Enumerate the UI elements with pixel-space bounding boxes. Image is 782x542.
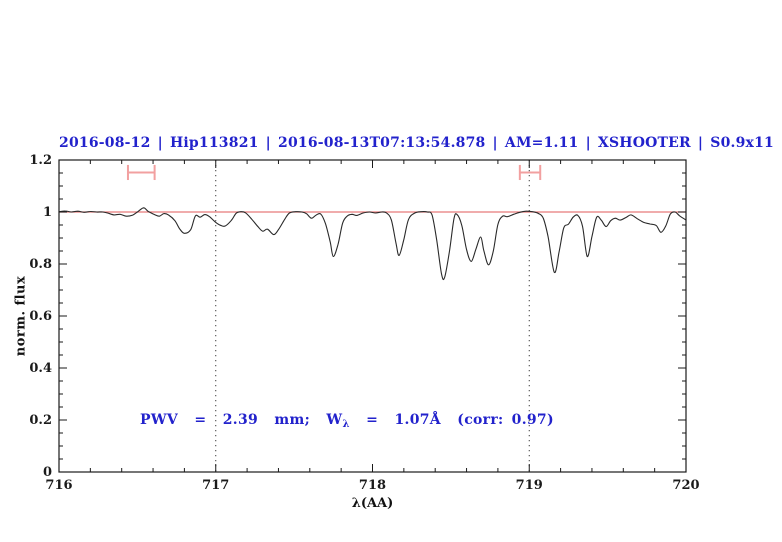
x-tick-label: 719 [516, 478, 543, 493]
x-tick-label: 716 [45, 478, 72, 493]
y-tick-label: 0 [43, 465, 52, 480]
pwv-annotation-subscript: λ [342, 419, 350, 430]
range-marker [126, 164, 156, 181]
x-tick-label: 718 [359, 478, 386, 493]
y-tick-label: 0.4 [29, 361, 52, 376]
y-tick-label: 0.2 [29, 413, 52, 428]
range-marker [518, 164, 542, 181]
pwv-annotation-suffix: = 1.07Å (corr: 0.97) [349, 412, 554, 428]
y-tick-label: 0.8 [29, 257, 52, 272]
y-tick-label: 1.2 [29, 153, 52, 168]
plot-title: 2016-08-12 | Hip113821 | 2016-08-13T07:1… [59, 135, 774, 151]
x-axis-title: λ(AA) [351, 496, 394, 511]
y-tick-label: 1 [43, 205, 52, 220]
pwv-annotation: PWV = 2.39 mm; Wλ = 1.07Å (corr: 0.97) [140, 412, 554, 430]
x-tick-label: 717 [202, 478, 229, 493]
pwv-annotation-prefix: PWV = 2.39 mm; W [140, 412, 343, 428]
x-tick-label: 720 [672, 478, 699, 493]
spectrum-line [58, 207, 687, 281]
y-tick-label: 0.6 [29, 309, 52, 324]
